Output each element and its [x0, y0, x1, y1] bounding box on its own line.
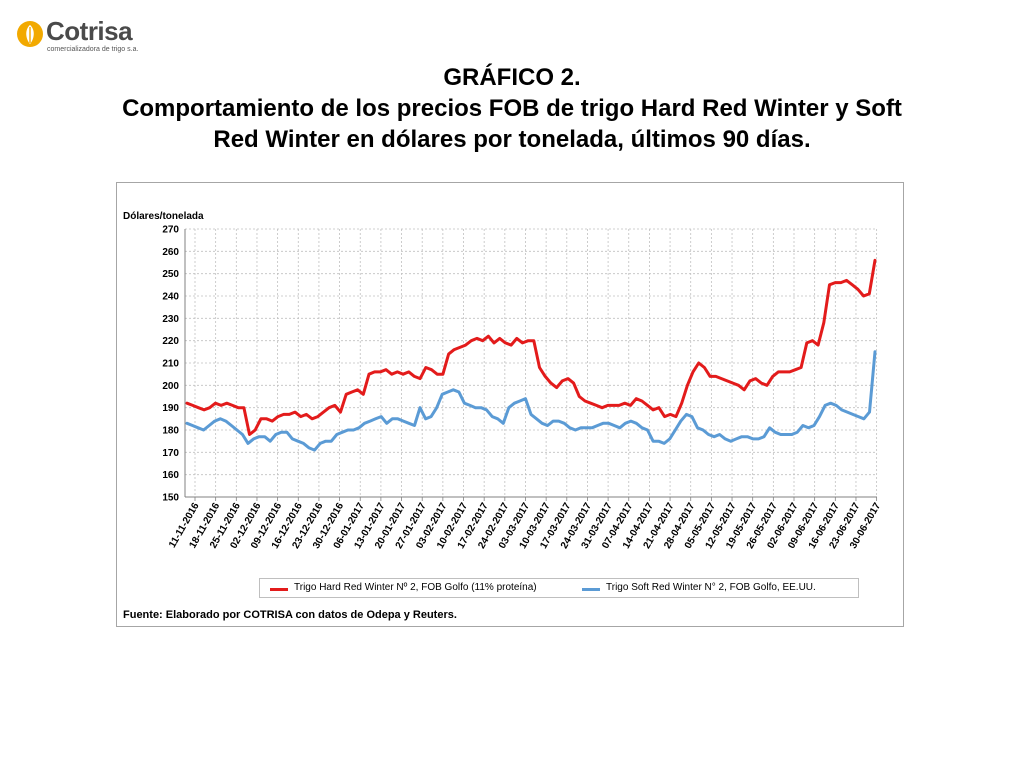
title-line-3: Red Winter en dólares por tonelada, últi… — [213, 126, 811, 153]
y-tick-label: 210 — [162, 359, 179, 370]
title-line-1: GRÁFICO 2. — [443, 64, 581, 91]
y-tick-label: 190 — [162, 403, 179, 414]
chart-legend: Trigo Hard Red Winter Nº 2, FOB Golfo (1… — [259, 578, 859, 598]
y-tick-label: 230 — [162, 314, 179, 325]
legend-label-hrw: Trigo Hard Red Winter Nº 2, FOB Golfo (1… — [294, 582, 537, 593]
y-axis-label: Dólares/tonelada — [123, 211, 204, 222]
cotrisa-logo: Cotrisa comercializadora de trigo s.a. — [16, 16, 166, 58]
price-line-chart: Dólares/tonelada 150 160 170 180 190 200 210 220… — [123, 211, 883, 551]
y-tick-label: 250 — [162, 269, 179, 280]
y-tick-label: 180 — [162, 426, 179, 437]
legend-label-srw: Trigo Soft Red Winter N° 2, FOB Golfo, E… — [606, 582, 816, 593]
slide-title: GRÁFICO 2. Comportamiento de los precios… — [62, 62, 962, 155]
wheat-leaf-icon — [17, 21, 43, 47]
logo-name: Cotrisa — [46, 16, 133, 46]
chart-frame: Dólares/tonelada 150 160 170 180 190 200 210 220… — [116, 182, 904, 627]
source-note: Fuente: Elaborado por COTRISA con datos … — [123, 609, 457, 621]
title-line-2: Comportamiento de los precios FOB de tri… — [122, 95, 902, 122]
y-tick-label: 200 — [162, 381, 179, 392]
y-tick-label: 260 — [162, 247, 179, 258]
series-line-hrw — [185, 258, 877, 436]
y-tick-label: 270 — [162, 225, 179, 236]
y-tick-label: 170 — [162, 448, 179, 459]
series-line-srw — [185, 350, 877, 452]
legend-swatch-hrw — [270, 588, 288, 591]
legend-swatch-srw — [582, 588, 600, 591]
y-tick-label: 160 — [162, 470, 179, 481]
logo-tagline: comercializadora de trigo s.a. — [47, 46, 139, 53]
y-tick-label: 240 — [162, 292, 179, 303]
y-tick-label: 220 — [162, 336, 179, 347]
y-tick-label: 150 — [162, 493, 179, 504]
